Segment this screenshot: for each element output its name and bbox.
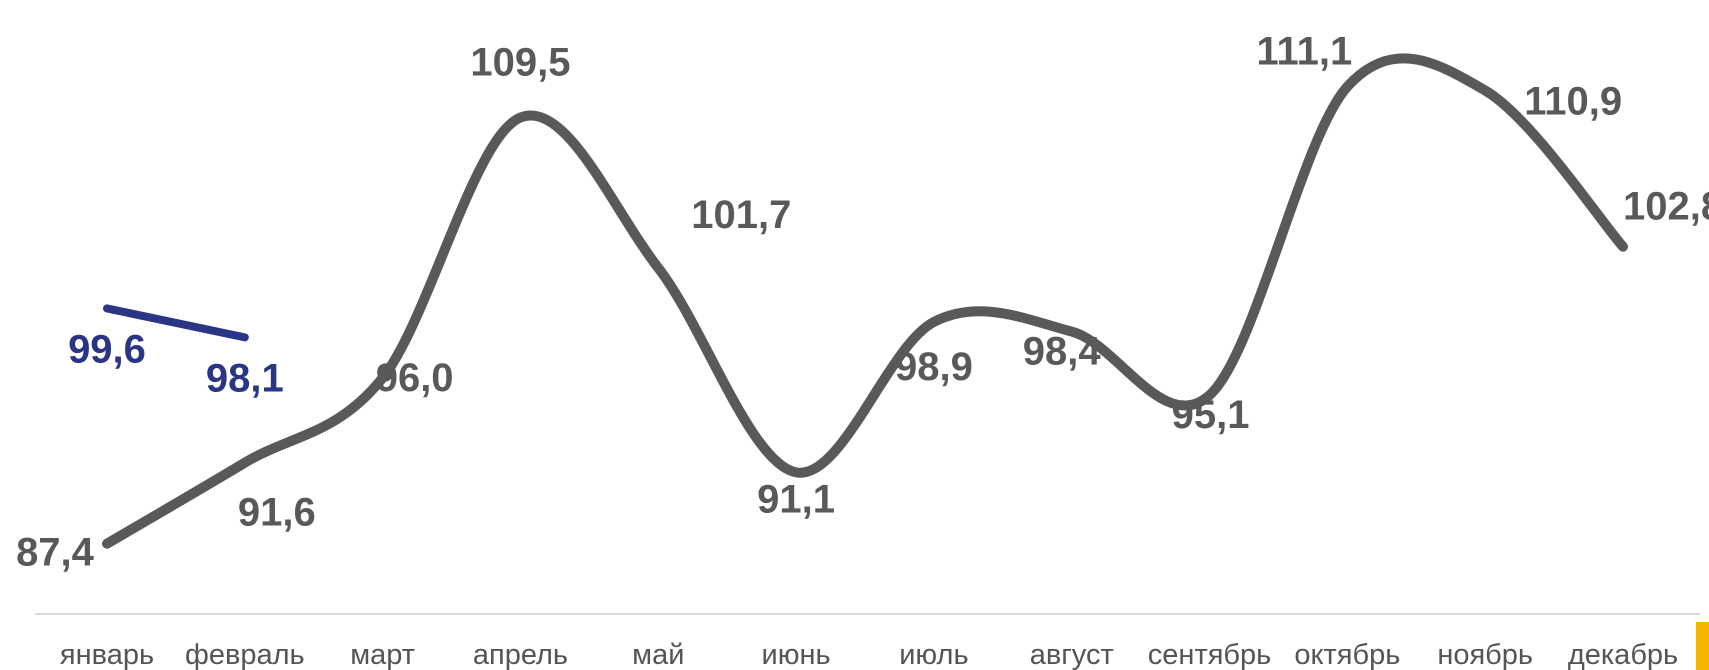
- data-label: 99,6: [68, 327, 146, 371]
- x-tick-labels: январь февраль март апрель май июнь июль август…: [60, 639, 1678, 670]
- data-label: 101,7: [691, 193, 791, 237]
- data-label: 96,0: [376, 356, 454, 400]
- x-tick-label: март: [350, 639, 415, 670]
- x-tick-label: июль: [899, 639, 968, 670]
- data-label: 98,1: [206, 356, 284, 400]
- x-tick-label: декабрь: [1568, 639, 1678, 670]
- data-label: 110,9: [1524, 80, 1622, 124]
- x-tick-label: октябрь: [1294, 639, 1400, 670]
- data-label: 87,4: [16, 531, 95, 575]
- data-label: 98,4: [1023, 330, 1102, 374]
- x-tick-label: февраль: [185, 639, 305, 670]
- x-tick-label: январь: [60, 639, 154, 670]
- x-tick-label: сентябрь: [1148, 639, 1271, 670]
- data-label: 98,9: [895, 345, 973, 389]
- series-line-2: [103, 304, 249, 342]
- x-tick-label: август: [1030, 639, 1114, 670]
- x-tick-label: апрель: [473, 639, 568, 670]
- series-layer: [102, 53, 1628, 549]
- x-tick-label: ноябрь: [1437, 639, 1533, 670]
- data-label: 111,1: [1257, 30, 1353, 74]
- data-label: 95,1: [1172, 393, 1250, 437]
- accent-bar: [1696, 622, 1709, 670]
- data-labels: 87,4 91,6 96,0 109,5 101,7 91,1 98,9 98,4 95,1 11…: [16, 30, 1709, 575]
- x-tick-label: июнь: [762, 639, 831, 670]
- series-line-1: [102, 53, 1628, 549]
- data-label: 91,1: [757, 477, 835, 521]
- data-label: 109,5: [470, 41, 570, 85]
- data-label: 91,6: [238, 491, 316, 535]
- data-label: 102,8: [1623, 185, 1709, 229]
- x-tick-label: май: [632, 639, 684, 670]
